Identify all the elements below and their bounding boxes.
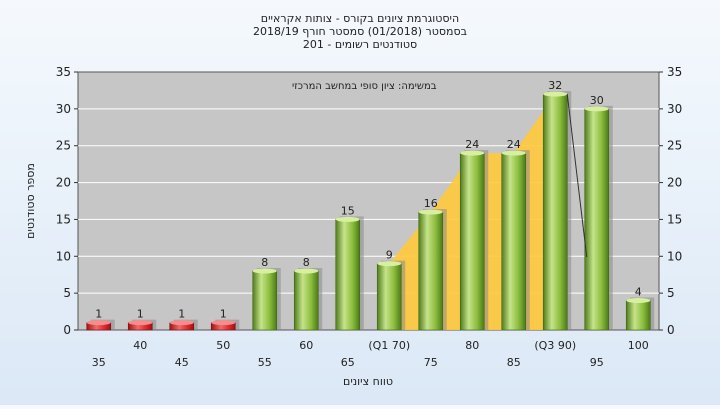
- bar-50: [210, 319, 240, 331]
- bar-top: [584, 106, 609, 112]
- x-tick-label: 35: [92, 356, 106, 369]
- bar: [293, 270, 319, 331]
- chart-annotation: במשימה: ציון סופי במחשב המרכזי: [292, 81, 437, 92]
- y-tick-label: 10: [56, 249, 71, 263]
- bar-60: [293, 268, 323, 331]
- x-tick-label: 60: [299, 339, 313, 352]
- value-label: 1: [220, 308, 227, 321]
- x-axis-label: טווח ציונים: [343, 375, 393, 388]
- bar-top: [294, 268, 319, 274]
- value-labels: 1 1 1 1 8 8 15 9 16 24 24 32 30 4: [95, 79, 642, 321]
- chart-title: היסטוגרמת ציונים בקורס - צותות אקראיים ב…: [253, 12, 467, 51]
- x-tick-label: 55: [258, 356, 272, 369]
- y-tick-label-right: 35: [667, 65, 682, 79]
- y-tick-label-right: 30: [667, 102, 682, 116]
- bar-95: [584, 105, 613, 331]
- value-label: 30: [590, 94, 604, 107]
- bar-40: [127, 319, 157, 331]
- bars: [86, 91, 655, 331]
- bar-80: [459, 150, 489, 331]
- y-tick-label-right: 20: [667, 176, 682, 190]
- y-axis-left: 0 5 10 15 20 25 30 35: [56, 65, 78, 337]
- y-tick-label: 30: [56, 102, 71, 116]
- x-tick-label: 65: [341, 356, 355, 369]
- title-line-3: סטודנטים רשומים - 201: [303, 38, 417, 51]
- bar-100: [625, 297, 655, 331]
- value-label: 16: [424, 197, 438, 210]
- value-label: 1: [95, 308, 102, 321]
- bar-top: [335, 216, 360, 222]
- bar-top: [211, 320, 236, 326]
- y-tick-label: 0: [63, 323, 71, 337]
- bar-top: [543, 91, 568, 97]
- y-tick-label-right: 0: [667, 323, 675, 337]
- x-tick-label: 75: [424, 356, 438, 369]
- x-tick-label: 45: [175, 356, 189, 369]
- bar-(Q1 70): [376, 260, 406, 331]
- bar-top: [169, 320, 194, 326]
- y-tick-label: 5: [63, 286, 71, 300]
- x-tick-label: (Q1 70): [368, 339, 410, 352]
- value-label: 8: [303, 256, 310, 269]
- bar-(Q3 90): [542, 91, 572, 331]
- y-tick-label-right: 15: [667, 212, 682, 226]
- x-tick-label: 85: [507, 356, 521, 369]
- value-label: 9: [386, 249, 393, 262]
- bar-85: [501, 150, 530, 331]
- y-tick-label-right: 25: [667, 139, 682, 153]
- bar-65: [335, 216, 364, 331]
- y-tick-label-right: 10: [667, 249, 682, 263]
- plot-area: [77, 71, 660, 331]
- bar-top: [626, 298, 651, 304]
- value-label: 32: [548, 79, 562, 92]
- y-tick-label: 25: [56, 139, 71, 153]
- x-tick-label: 95: [590, 356, 604, 369]
- bar-top: [128, 320, 153, 326]
- bar: [376, 263, 402, 331]
- bar-35: [86, 319, 115, 331]
- trend-line: [566, 94, 588, 258]
- value-label: 1: [178, 308, 185, 321]
- bar: [501, 152, 527, 331]
- bar: [584, 108, 610, 331]
- value-label: 15: [341, 204, 355, 217]
- bar-top: [86, 320, 111, 326]
- value-label: 8: [261, 256, 268, 269]
- x-tick-label: 40: [133, 339, 147, 352]
- y-axis-right: 0 5 10 15 20 25 30 35: [659, 65, 682, 337]
- y-axis-label: מספר סטודנטים: [24, 163, 37, 239]
- bar: [542, 93, 568, 331]
- title-line-2: בסמסטר (01/2018) סמסטר חורף 2018/19: [253, 25, 467, 38]
- x-tick-label: 50: [216, 339, 230, 352]
- value-label: 24: [465, 138, 479, 151]
- value-label: 24: [507, 138, 521, 151]
- bar: [252, 270, 278, 331]
- x-axis-ticks: 35 40 45 50 55 60 65 (Q1 70) 75 80 85 (Q3 90) 95 100: [92, 339, 649, 369]
- bar-top: [460, 150, 485, 156]
- bar: [625, 300, 651, 331]
- bar: [418, 211, 444, 331]
- y-tick-label: 20: [56, 176, 71, 190]
- value-label: 1: [137, 308, 144, 321]
- y-tick-label: 35: [56, 65, 71, 79]
- bar-top: [377, 261, 402, 267]
- bar-top: [501, 150, 526, 156]
- bar-top: [418, 209, 443, 215]
- y-tick-label-right: 5: [667, 286, 675, 300]
- bar-55: [252, 268, 281, 331]
- title-line-1: היסטוגרמת ציונים בקורס - צותות אקראיים: [261, 12, 459, 25]
- x-tick-label: 80: [465, 339, 479, 352]
- bar-top: [252, 268, 277, 274]
- x-tick-label: (Q3 90): [534, 339, 576, 352]
- bar-75: [418, 209, 447, 331]
- bar-45: [169, 319, 198, 331]
- x-tick-label: 100: [628, 339, 649, 352]
- bar: [459, 152, 485, 331]
- value-label: 4: [635, 286, 642, 299]
- y-tick-label: 15: [56, 212, 71, 226]
- bar: [335, 219, 361, 331]
